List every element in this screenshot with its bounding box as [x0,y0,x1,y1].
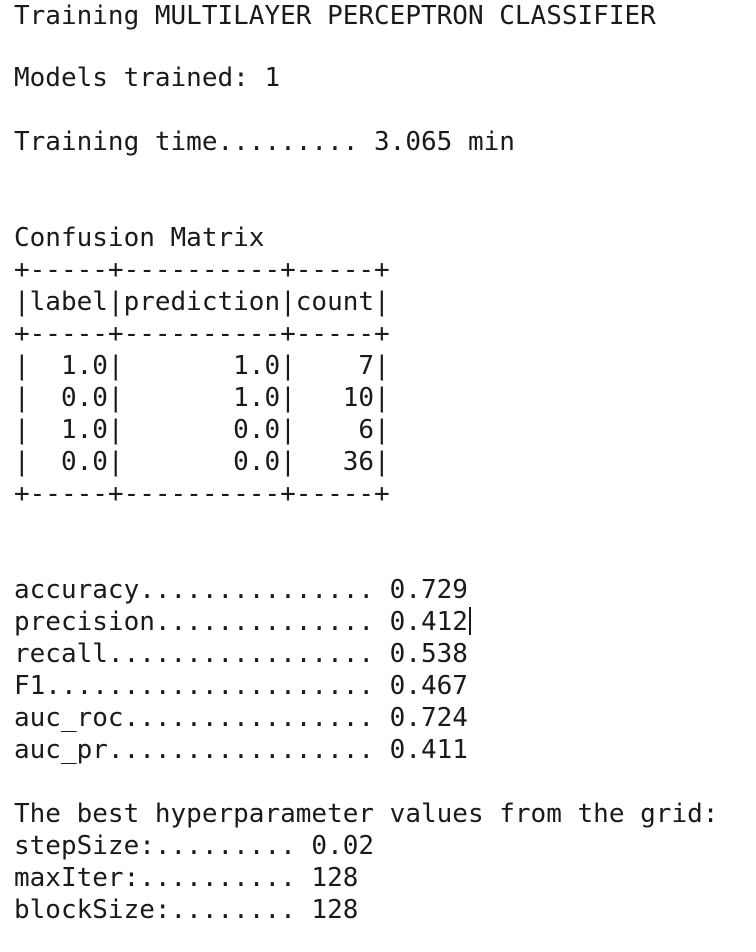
confusion-matrix-border-bottom: +-----+----------+-----+ [14,479,390,509]
metric-recall: recall................. 0.538 [14,639,468,669]
text-cursor [468,607,471,635]
confusion-matrix-border-mid: +-----+----------+-----+ [14,319,390,349]
metric-precision-text: precision.............. 0.412 [14,607,468,637]
confusion-matrix-row: | 0.0| 1.0| 10| [14,383,390,413]
confusion-matrix-header-row: |label|prediction|count| [14,287,390,317]
param-max-iter: maxIter:.......... 128 [14,863,359,893]
metric-accuracy: accuracy............... 0.729 [14,575,468,605]
metric-auc-pr: auc_pr................. 0.411 [14,735,468,765]
metric-auc-roc: auc_roc................ 0.724 [14,703,468,733]
metric-precision: precision.............. 0.412 [14,606,471,638]
confusion-matrix-row: | 1.0| 0.0| 6| [14,415,390,445]
confusion-matrix-row: | 0.0| 0.0| 36| [14,447,390,477]
output-title: Training MULTILAYER PERCEPTRON CLASSIFIE… [14,1,656,31]
metric-f1: F1..................... 0.467 [14,671,468,701]
confusion-matrix-border-top: +-----+----------+-----+ [14,255,390,285]
confusion-matrix-row: | 1.0| 1.0| 7| [14,351,390,381]
param-block-size: blockSize:........ 128 [14,895,359,925]
param-step-size: stepSize:......... 0.02 [14,831,375,861]
models-trained-line: Models trained: 1 [14,63,281,93]
training-time-line: Training time......... 3.065 min [14,127,515,157]
confusion-matrix-heading: Confusion Matrix [14,223,265,253]
best-params-heading: The best hyperparameter values from the … [14,799,719,829]
